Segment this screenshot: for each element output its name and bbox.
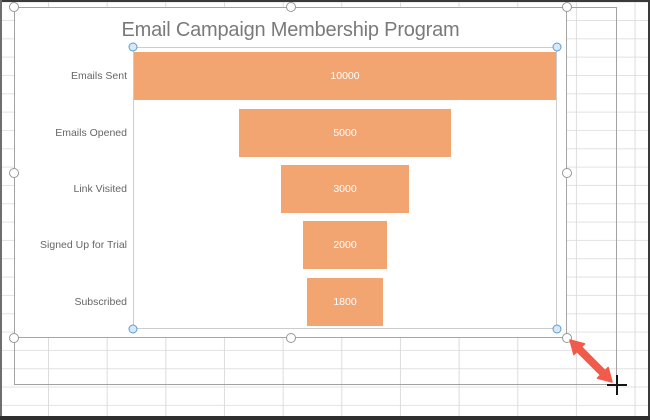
chart-title[interactable]: Email Campaign Membership Program [121, 19, 460, 41]
chart-handle-bottom-center[interactable] [285, 333, 296, 343]
screenshot-frame-right [648, 0, 650, 420]
chart-handle-top-right[interactable] [562, 2, 572, 12]
funnel-bar[interactable]: 10000 [133, 52, 557, 101]
category-label: Signed Up for Trial [40, 239, 127, 252]
funnel-chart[interactable]: Email Campaign Membership Program Emails… [14, 7, 567, 338]
category-label: Emails Opened [55, 126, 127, 139]
category-label: Subscribed [74, 295, 127, 308]
funnel-row: 3000 [133, 161, 557, 217]
funnel-bar[interactable]: 5000 [239, 108, 451, 157]
data-label: 10000 [330, 70, 360, 83]
data-label: 5000 [333, 126, 357, 139]
category-label: Emails Sent [70, 70, 127, 83]
chart-handle-top-left[interactable] [9, 2, 19, 12]
funnel-row: 1800 [133, 274, 557, 330]
chart-handle-mid-right[interactable] [562, 167, 572, 178]
chart-handle-bottom-right[interactable] [562, 333, 572, 343]
data-label: 2000 [333, 239, 357, 252]
funnel-bar[interactable]: 2000 [302, 221, 388, 270]
chart-handle-mid-left[interactable] [9, 167, 19, 178]
data-label: 3000 [333, 183, 357, 196]
chart-handle-top-center[interactable] [285, 2, 296, 12]
screenshot-frame-top [0, 0, 650, 2]
funnel-row: 5000 [133, 104, 557, 160]
category-axis[interactable]: Emails Sent Emails Opened Link Visited Sign… [15, 48, 127, 330]
chart-handle-bottom-left[interactable] [9, 333, 19, 343]
crosshair-cursor-icon [615, 374, 619, 396]
data-label: 1800 [333, 295, 357, 308]
funnel-plot-area[interactable]: 10000 5000 3000 2000 1800 [133, 48, 557, 330]
category-label: Link Visited [73, 183, 127, 196]
plot-handle-bottom-right[interactable] [552, 324, 562, 334]
resize-direction-arrow-icon [569, 339, 613, 383]
funnel-bar[interactable]: 3000 [281, 165, 409, 214]
funnel-row: 10000 [133, 48, 557, 104]
funnel-bar[interactable]: 1800 [306, 277, 384, 326]
plot-handle-top-right[interactable] [552, 42, 562, 52]
screenshot-frame-bottom [0, 416, 650, 420]
screenshot-frame-left [0, 0, 2, 420]
funnel-row: 2000 [133, 217, 557, 273]
plot-handle-bottom-left[interactable] [128, 324, 138, 334]
plot-handle-top-left[interactable] [128, 42, 138, 52]
